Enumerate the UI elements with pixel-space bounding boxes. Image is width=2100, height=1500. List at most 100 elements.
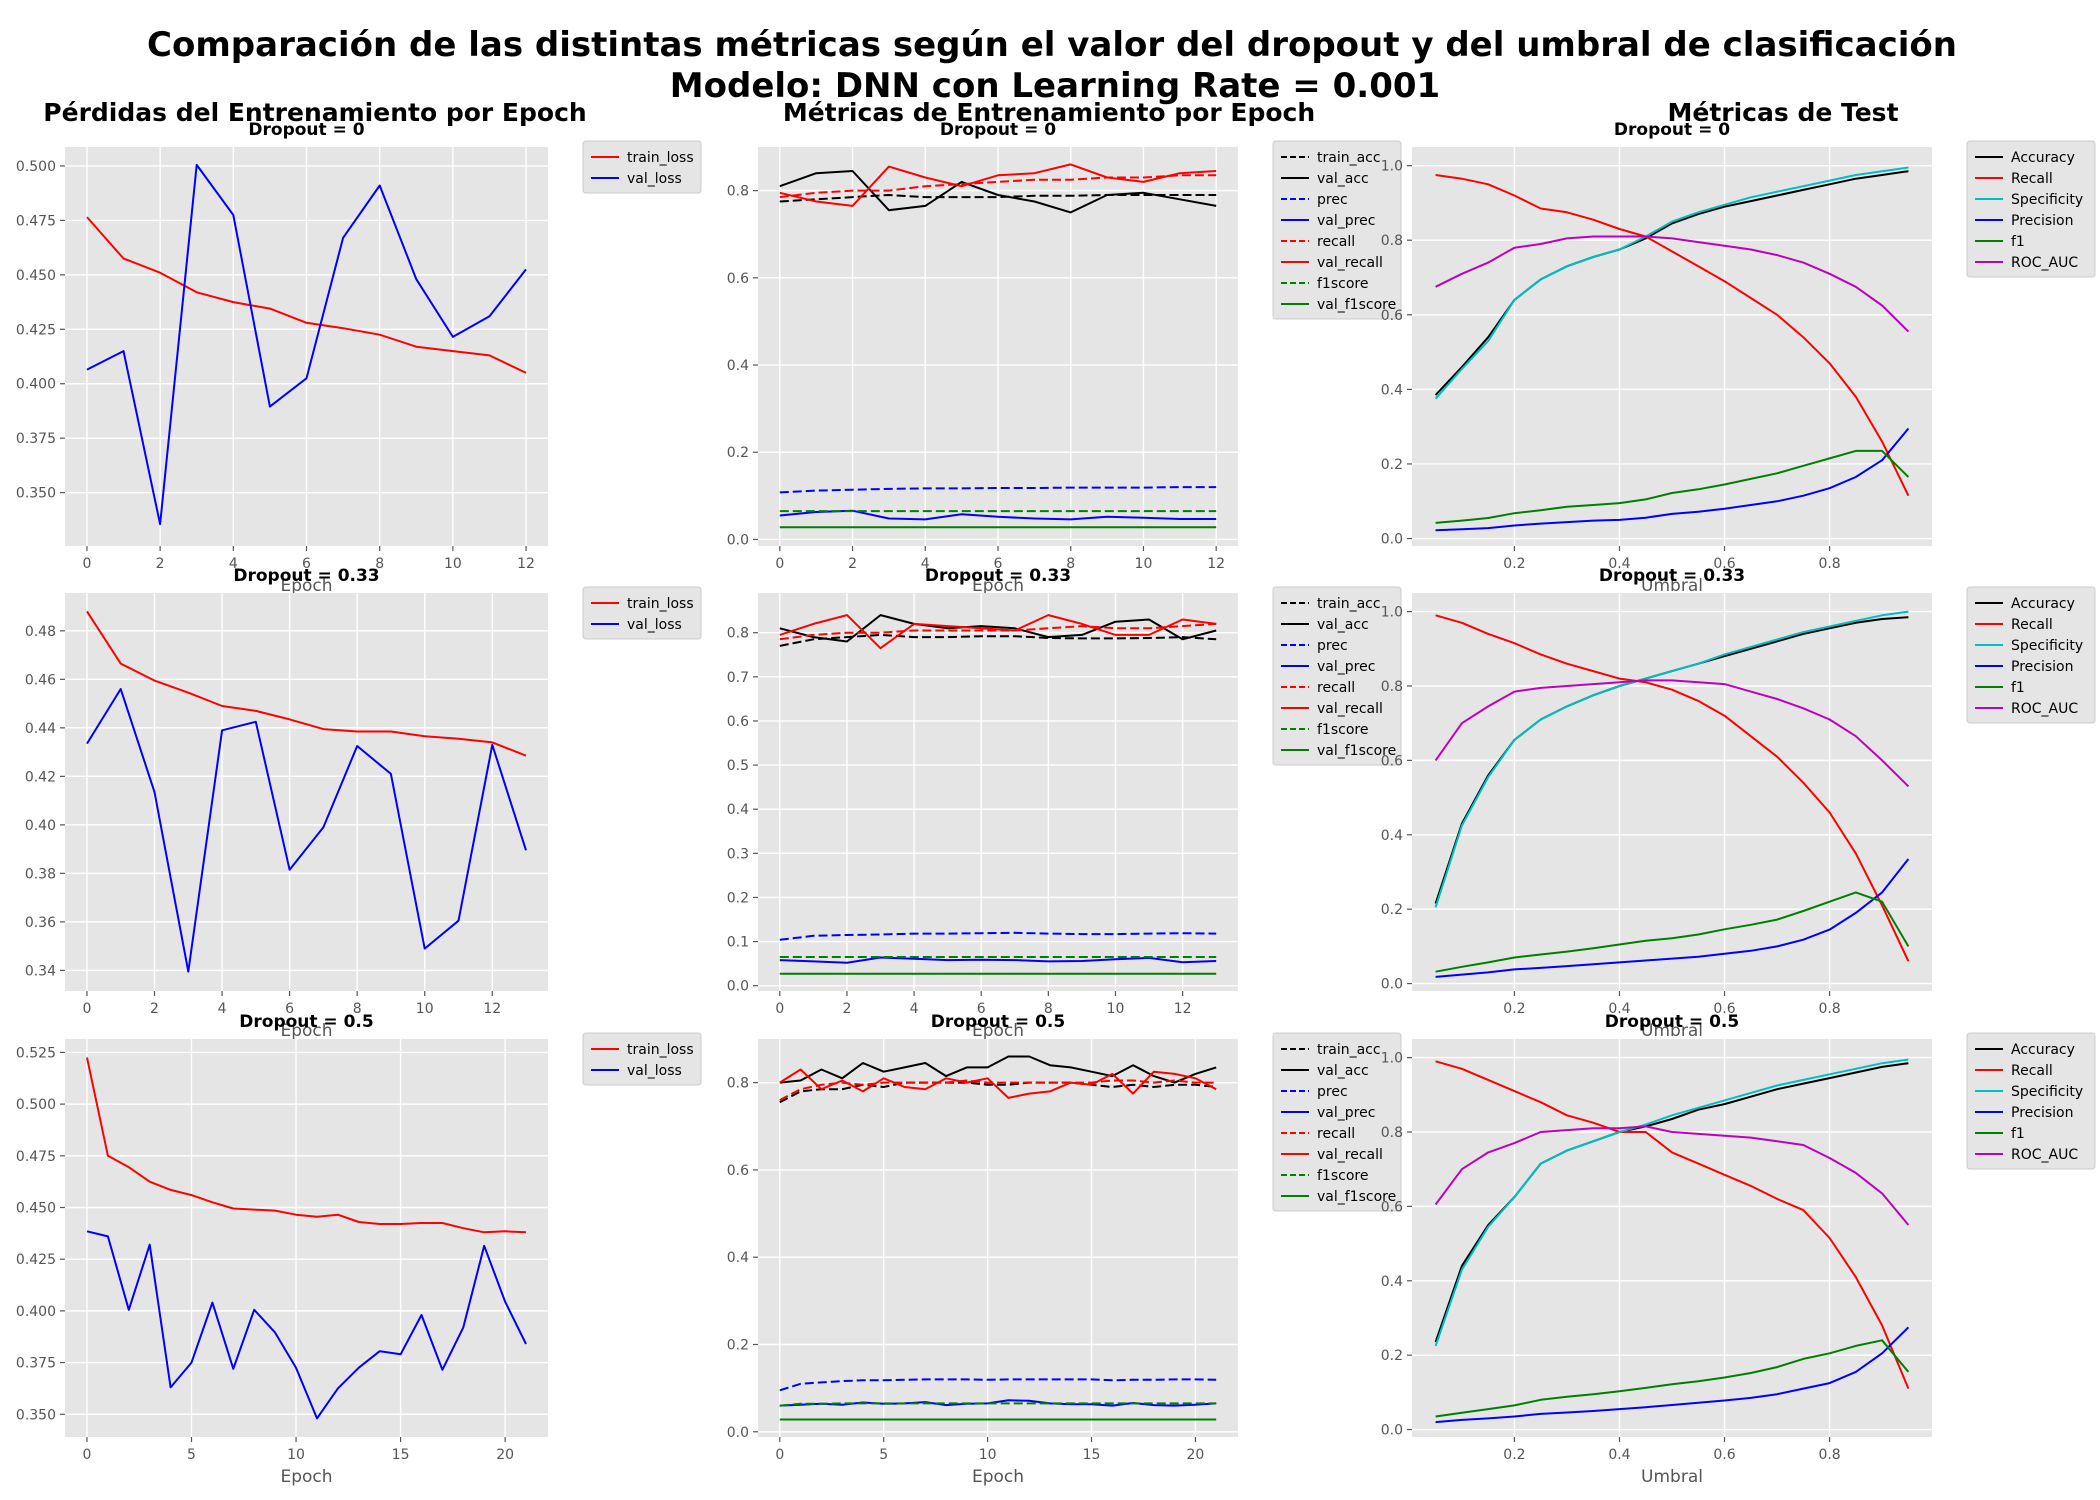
series-line-train-acc [779, 194, 1217, 203]
panel-title: Dropout = 0.5 [239, 1012, 373, 1032]
y-tick-label: 0.38 [25, 866, 56, 882]
y-tick-label: 0.40 [25, 818, 56, 834]
y-tick-label: 0.4 [727, 358, 749, 374]
legend-box [1966, 586, 2096, 724]
y-tick-label: 0.4 [727, 1250, 749, 1266]
x-tick-label: 10 [444, 556, 462, 572]
series-line-recall [779, 174, 1217, 199]
legend-label: f1 [2011, 680, 2025, 696]
y-tick-label: 0.8 [1381, 1125, 1403, 1141]
panel-title: Dropout = 0.5 [931, 1012, 1065, 1032]
legend-label: val_acc [1317, 171, 1369, 187]
y-tick-label: 0.2 [727, 1337, 749, 1353]
series-line-train-loss [86, 610, 527, 757]
x-axis-label: Epoch [280, 1021, 332, 1041]
legend-label: Accuracy [2011, 596, 2075, 612]
series-line-f1 [1435, 449, 1910, 524]
panel-title: Dropout = 0.33 [233, 566, 379, 586]
y-tick-label: 0.8 [727, 184, 749, 200]
x-tick-label: 0 [82, 1447, 91, 1463]
x-axis-label: Epoch [972, 1021, 1024, 1041]
x-tick-label: 5 [879, 1447, 888, 1463]
y-tick-label: 0.475 [16, 213, 56, 229]
legend-box [1272, 1032, 1402, 1212]
y-tick-label: 0.5 [727, 758, 749, 774]
legend: train_loss val_loss [582, 586, 702, 640]
panel-title: Dropout = 0.33 [1599, 566, 1745, 586]
x-tick-label: 0.4 [1608, 1447, 1630, 1463]
y-tick-label: 0.0 [1381, 532, 1403, 548]
legend-label: prec [1317, 192, 1348, 208]
legend-box [582, 1032, 702, 1086]
column-title-training-metrics: Métricas de Entrenamiento por Epoch [783, 98, 1315, 127]
legend-label: val_f1score [1317, 743, 1396, 759]
legend-label: train_acc [1317, 150, 1381, 166]
legend-label: val_loss [627, 1063, 682, 1079]
x-tick-label: 0.2 [1503, 1001, 1525, 1017]
series-line-recall [1435, 614, 1910, 962]
y-tick-label: 0.375 [16, 1356, 56, 1372]
series-line-prec [779, 931, 1217, 941]
y-tick-label: 0.500 [16, 1097, 56, 1113]
series-line-val-loss [86, 1230, 527, 1420]
series-line-f1 [1435, 891, 1910, 973]
legend-label: prec [1317, 1084, 1348, 1100]
x-axis-label: Epoch [972, 576, 1024, 596]
x-tick-label: 6 [302, 556, 311, 572]
x-tick-label: 4 [218, 1001, 227, 1017]
figure-title-line1: Comparación de las distintas métricas se… [147, 25, 1957, 65]
legend-label: val_f1score [1317, 1189, 1396, 1205]
x-tick-label: 2 [842, 1001, 851, 1017]
x-tick-label: 10 [287, 1447, 305, 1463]
y-tick-label: 0.2 [727, 890, 749, 906]
x-tick-label: 2 [150, 1001, 159, 1017]
y-tick-label: 1.0 [1381, 1051, 1403, 1067]
legend-label: train_acc [1317, 596, 1381, 612]
series-line-roc-auc [1435, 235, 1910, 333]
legend-label: train_loss [627, 1042, 694, 1058]
series-line-specificity [1434, 166, 1909, 400]
x-axis-label: Epoch [280, 576, 332, 596]
legend-label: recall [1317, 680, 1355, 696]
y-tick-label: 0.3 [727, 846, 749, 862]
y-tick-label: 0.8 [1381, 679, 1403, 695]
y-tick-label: 0.0 [727, 1425, 749, 1441]
series-line-precision [1435, 858, 1910, 978]
x-tick-label: 2 [156, 556, 165, 572]
x-tick-label: 12 [1207, 556, 1225, 572]
legend: train_loss val_loss [582, 1032, 702, 1086]
legend-label: val_recall [1317, 1147, 1383, 1163]
series-line-val-recall [779, 1068, 1217, 1099]
legend-label: train_acc [1317, 1042, 1381, 1058]
x-axis-label: Umbral [1641, 1467, 1703, 1487]
x-tick-label: 20 [496, 1447, 514, 1463]
x-tick-label: 4 [229, 556, 238, 572]
legend-box [1272, 586, 1402, 766]
y-tick-label: 0.6 [1381, 753, 1403, 769]
x-tick-label: 0.6 [1713, 1001, 1735, 1017]
y-tick-label: 0.36 [25, 915, 56, 931]
x-tick-label: 0.8 [1818, 556, 1840, 572]
legend: Accuracy Recall Specificity Precision f1 ROC_… [1966, 586, 2096, 724]
y-tick-label: 0.6 [727, 1163, 749, 1179]
x-tick-label: 0 [82, 556, 91, 572]
panel-r0-c2: 0.2 0.4 0.6 0.8 0.0 0.2 0.4 0.6 0.8 1.0 Dropout = … [1381, 120, 2096, 596]
legend-box [582, 586, 702, 640]
legend-label: val_prec [1317, 659, 1375, 675]
x-tick-label: 0.4 [1608, 556, 1630, 572]
x-tick-label: 0.8 [1818, 1447, 1840, 1463]
y-tick-label: 0.0 [1381, 1423, 1403, 1439]
series-line-specificity [1434, 1058, 1909, 1347]
series-line-val-acc [779, 170, 1217, 214]
figure-title-line2: Modelo: DNN con Learning Rate = 0.001 [670, 66, 1440, 106]
y-tick-label: 0.0 [727, 532, 749, 548]
y-tick-label: 0.2 [727, 445, 749, 461]
x-tick-label: 10 [979, 1447, 997, 1463]
y-tick-label: 0.7 [727, 670, 749, 686]
x-tick-label: 6 [977, 1001, 986, 1017]
y-tick-label: 0.400 [16, 377, 56, 393]
y-tick-label: 0.4 [727, 802, 749, 818]
